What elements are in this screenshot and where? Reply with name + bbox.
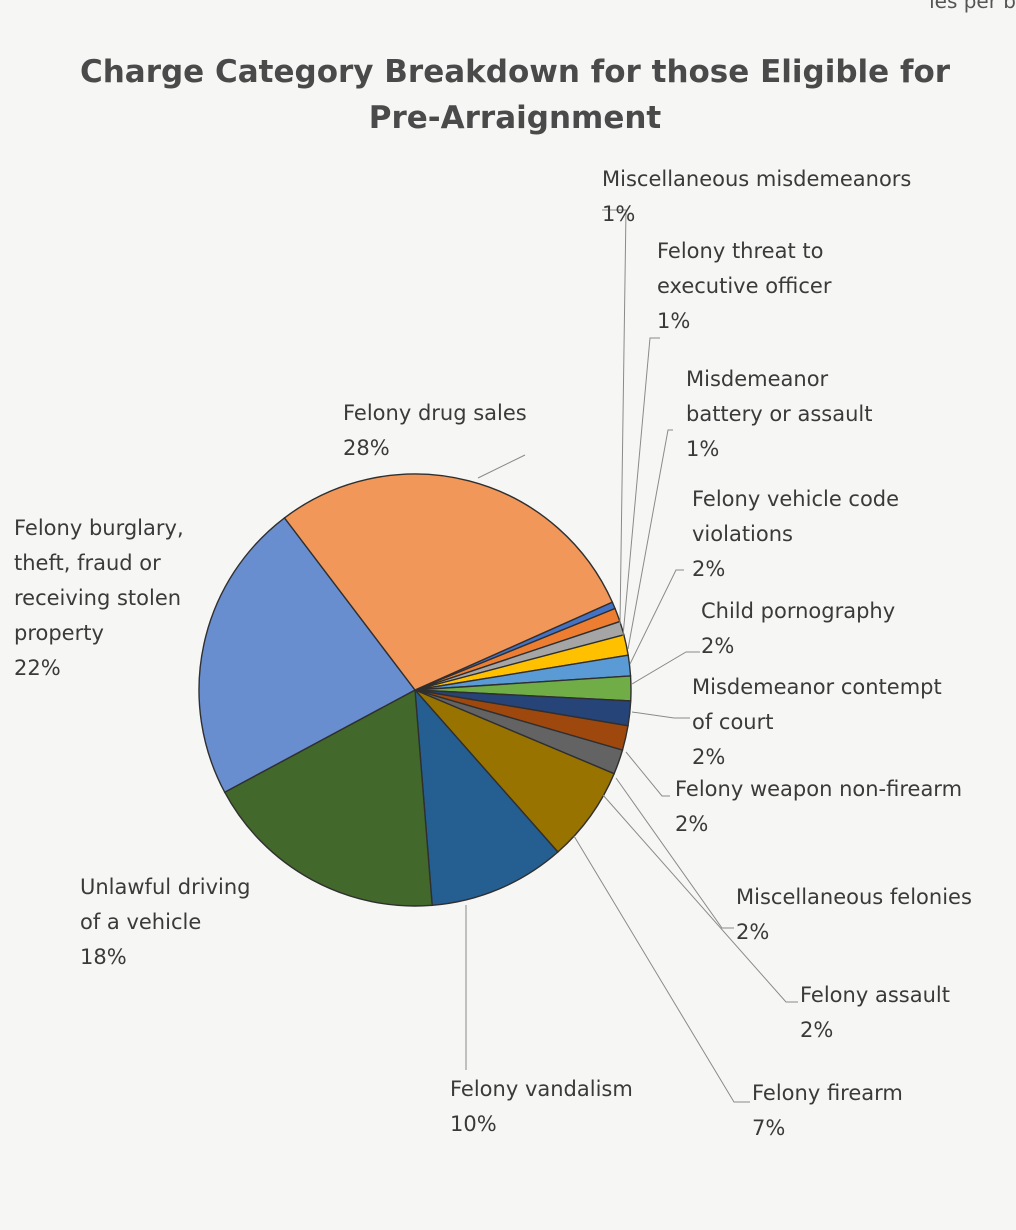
slice-name-line: of court: [692, 710, 774, 734]
leader-line-6: [631, 711, 690, 719]
leader-lines: [465, 209, 798, 1103]
slice-label-9: Felony assault 2%: [800, 983, 950, 1042]
slice-percent: 1%: [602, 202, 635, 226]
slice-percent: 2%: [675, 812, 708, 836]
slice-label-8: Miscellaneous felonies 2%: [736, 885, 972, 944]
leader-line-14: [477, 454, 526, 479]
slice-name-line: Felony firearm: [752, 1081, 903, 1105]
slice-name-line: Unlawful driving: [80, 875, 250, 899]
slice-label-10: Felony firearm 7%: [752, 1081, 903, 1140]
data-labels: Miscellaneous misdemeanors 1%Felony threa…: [14, 167, 972, 1140]
slice-name-line: Misdemeanor contempt: [692, 675, 942, 699]
slice-name-line: of a vehicle: [80, 910, 201, 934]
slice-name-line: Felony vandalism: [450, 1077, 633, 1101]
slice-percent: 1%: [686, 437, 719, 461]
slice-name-line: Felony drug sales: [343, 401, 527, 425]
leader-line-9: [602, 794, 798, 1003]
slice-name-line: theft, fraud or: [14, 551, 161, 575]
pie-slice-11: [414, 687, 559, 907]
slice-percent: 22%: [14, 656, 61, 680]
slice-label-14: Felony drug sales 28%: [343, 401, 527, 460]
chart-title-line: Pre-Arraignment: [369, 100, 662, 136]
slice-name-line: Misdemeanor: [686, 367, 829, 391]
leader-line-4: [629, 569, 684, 665]
slice-percent: 7%: [752, 1116, 785, 1140]
leader-line-3: [627, 429, 673, 650]
slice-label-1: Miscellaneous misdemeanors 1%: [602, 167, 911, 226]
top-cropped-text: ies per b: [929, 0, 1016, 13]
slice-name-line: Felony vehicle code: [692, 487, 899, 511]
slice-percent: 1%: [657, 309, 690, 333]
slice-label-11: Felony vandalism 10%: [450, 1077, 633, 1136]
slice-name-line: violations: [692, 522, 793, 546]
slice-label-6: Misdemeanor contempt of court 2%: [692, 675, 942, 769]
slice-label-4: Felony vehicle code violations 2%: [692, 487, 899, 581]
slice-label-7: Felony weapon non-firearm 2%: [675, 777, 962, 836]
leader-line-2: [622, 337, 660, 637]
slice-label-13: Felony burglary, theft, fraud or receiving…: [14, 516, 184, 680]
slice-label-5: Child pornography 2%: [701, 599, 895, 658]
pie-slice-12: [223, 688, 433, 907]
slice-percent: 2%: [692, 557, 725, 581]
slice-percent: 10%: [450, 1112, 497, 1136]
slice-label-3: Misdemeanor battery or assault 1%: [686, 367, 872, 461]
slice-name-line: battery or assault: [686, 402, 872, 426]
slice-name-line: receiving stolen: [14, 586, 181, 610]
slice-name-line: Miscellaneous misdemeanors: [602, 167, 911, 191]
chart-title-line: Charge Category Breakdown for those Elig…: [80, 54, 951, 90]
pie-slice-14: [283, 473, 614, 691]
leader-line-8: [615, 777, 734, 929]
pie-slices: [198, 473, 632, 907]
slice-name-line: executive officer: [657, 274, 832, 298]
slice-name-line: Felony threat to: [657, 239, 823, 263]
slice-name-line: Felony burglary,: [14, 516, 184, 540]
slice-name-line: Felony weapon non-firearm: [675, 777, 962, 801]
slice-percent: 28%: [343, 436, 390, 460]
slice-percent: 2%: [692, 745, 725, 769]
slice-percent: 2%: [736, 920, 769, 944]
slice-percent: 2%: [800, 1018, 833, 1042]
leader-line-1: [602, 209, 627, 625]
slice-name-line: Felony assault: [800, 983, 950, 1007]
slice-name-line: Miscellaneous felonies: [736, 885, 972, 909]
slice-name-line: property: [14, 621, 104, 645]
leader-line-5: [631, 651, 700, 685]
slice-name-line: Child pornography: [701, 599, 895, 623]
slice-label-2: Felony threat to executive officer 1%: [657, 239, 832, 333]
slice-percent: 2%: [701, 634, 734, 658]
slice-percent: 18%: [80, 945, 127, 969]
leader-line-10: [573, 835, 750, 1103]
chart-title: Charge Category Breakdown for those Elig…: [80, 54, 951, 136]
slice-label-12: Unlawful driving of a vehicle 18%: [80, 875, 250, 969]
leader-line-7: [625, 751, 670, 797]
pie-slice-13: [198, 516, 417, 794]
